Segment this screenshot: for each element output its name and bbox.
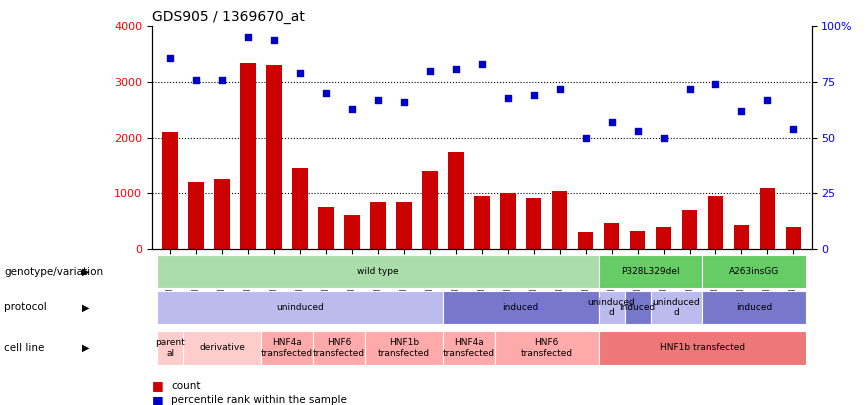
Text: percentile rank within the sample: percentile rank within the sample [171, 395, 347, 405]
Point [786, 126, 800, 132]
Bar [370, 202, 385, 249]
Point [760, 96, 774, 103]
Text: protocol: protocol [4, 303, 47, 312]
Text: HNF4a
transfected: HNF4a transfected [443, 338, 495, 358]
Text: uninduced: uninduced [276, 303, 324, 312]
Bar [702, 255, 806, 288]
Point [267, 36, 281, 43]
Text: count: count [171, 381, 201, 390]
Point [215, 77, 229, 83]
Point [371, 96, 385, 103]
Bar [681, 210, 697, 249]
Bar [443, 331, 495, 364]
Bar [495, 331, 599, 364]
Bar [266, 65, 282, 249]
Bar [422, 171, 437, 249]
Point [293, 70, 307, 77]
Bar [786, 227, 801, 249]
Point [501, 94, 515, 101]
Bar [188, 182, 204, 249]
Bar [599, 291, 625, 324]
Text: HNF4a
transfected: HNF4a transfected [261, 338, 313, 358]
Bar [655, 227, 671, 249]
Point [319, 90, 332, 96]
Text: ▶: ▶ [82, 343, 90, 353]
Text: induced: induced [736, 303, 773, 312]
Bar [214, 179, 230, 249]
Text: induced: induced [503, 303, 539, 312]
Point [656, 134, 670, 141]
Text: HNF6
transfected: HNF6 transfected [312, 338, 365, 358]
Point [423, 68, 437, 74]
Text: uninduced
d: uninduced d [588, 298, 635, 317]
Point [189, 77, 203, 83]
Point [734, 108, 748, 114]
Bar [318, 207, 333, 249]
Point [397, 99, 411, 105]
Text: P328L329del: P328L329del [621, 267, 680, 276]
Text: HNF1b
transfected: HNF1b transfected [378, 338, 430, 358]
Point [708, 81, 722, 87]
Point [241, 34, 255, 41]
Bar [625, 291, 650, 324]
Bar [313, 331, 365, 364]
Bar [344, 215, 359, 249]
Text: ▶: ▶ [82, 267, 90, 277]
Text: genotype/variation: genotype/variation [4, 267, 103, 277]
Bar [443, 291, 599, 324]
Point [345, 106, 358, 112]
Bar [702, 291, 806, 324]
Text: parent
al: parent al [155, 338, 185, 358]
Bar [599, 255, 702, 288]
Text: uninduced
d: uninduced d [653, 298, 700, 317]
Bar [240, 62, 256, 249]
Bar [261, 331, 313, 364]
Text: HNF1b transfected: HNF1b transfected [660, 343, 745, 352]
Text: wild type: wild type [357, 267, 398, 276]
Bar [183, 331, 261, 364]
Text: ■: ■ [152, 379, 164, 392]
Bar [604, 223, 620, 249]
Point [449, 66, 463, 72]
Bar [707, 196, 723, 249]
Point [631, 128, 645, 134]
Bar [733, 225, 749, 249]
Bar [157, 291, 443, 324]
Bar [162, 132, 178, 249]
Point [605, 119, 619, 126]
Point [682, 85, 696, 92]
Text: GDS905 / 1369670_at: GDS905 / 1369670_at [152, 10, 305, 24]
Bar [293, 168, 308, 249]
Bar [474, 196, 490, 249]
Text: HNF6
transfected: HNF6 transfected [521, 338, 573, 358]
Bar [500, 194, 516, 249]
Point [475, 61, 489, 67]
Bar [157, 331, 183, 364]
Bar [526, 198, 542, 249]
Point [553, 85, 567, 92]
Text: ■: ■ [152, 394, 164, 405]
Bar [365, 331, 443, 364]
Text: induced: induced [620, 303, 655, 312]
Bar [552, 191, 568, 249]
Bar [396, 202, 411, 249]
Point [163, 54, 177, 61]
Bar [448, 151, 464, 249]
Text: derivative: derivative [199, 343, 245, 352]
Point [579, 134, 593, 141]
Bar [630, 231, 646, 249]
Bar [157, 255, 599, 288]
Text: A263insGG: A263insGG [729, 267, 779, 276]
Text: ▶: ▶ [82, 303, 90, 312]
Bar [578, 232, 594, 249]
Point [527, 92, 541, 99]
Bar [760, 188, 775, 249]
Text: cell line: cell line [4, 343, 45, 353]
Bar [650, 291, 702, 324]
Bar [599, 331, 806, 364]
